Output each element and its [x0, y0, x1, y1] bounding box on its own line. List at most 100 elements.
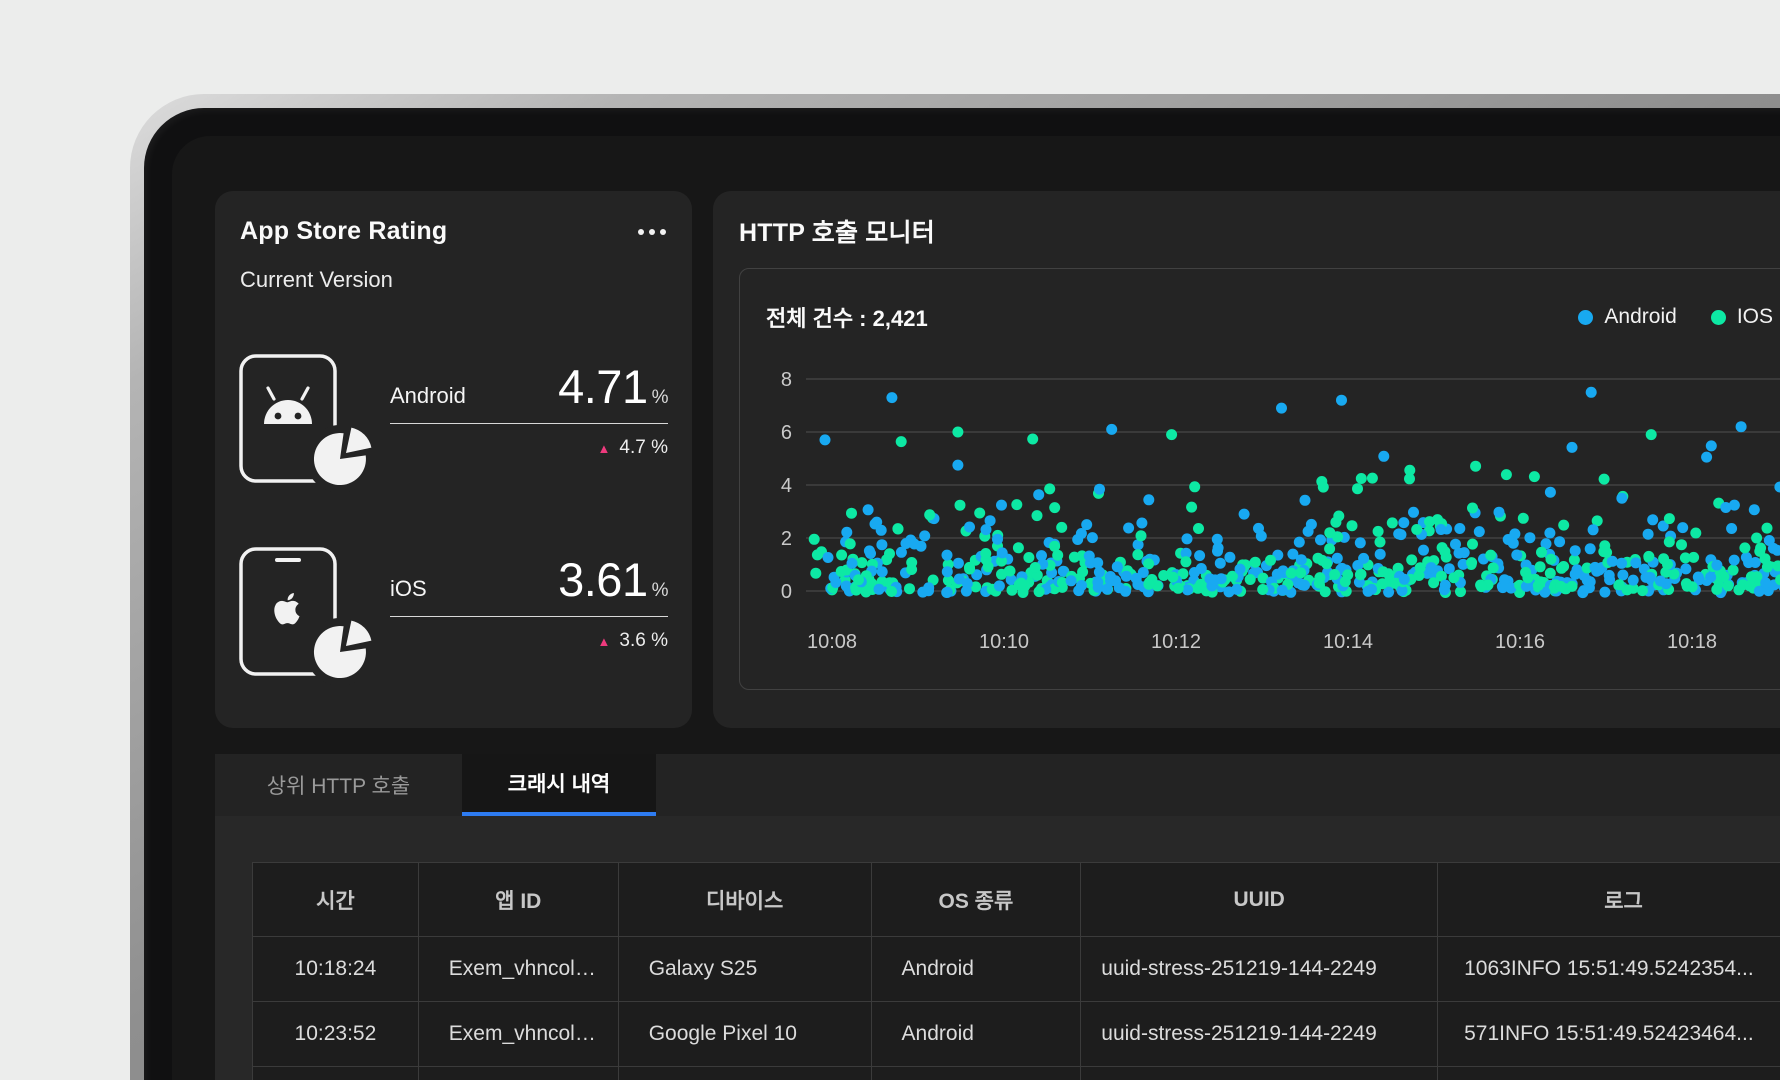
- data-point: [1336, 394, 1347, 406]
- table-row[interactable]: 10:23:52 Exem_vhncol… Google Pixel 10 Andro…: [252, 1001, 1780, 1067]
- data-point: [1711, 584, 1723, 595]
- column-header: 로그: [1437, 862, 1780, 937]
- data-point: [1475, 581, 1487, 593]
- x-axis-tick: 10:18: [1667, 631, 1717, 653]
- legend-item-ios[interactable]: IOS: [1710, 305, 1773, 329]
- data-point: [1467, 502, 1478, 514]
- data-point: [1606, 555, 1618, 567]
- data-point: [846, 557, 858, 569]
- data-point: [984, 515, 996, 527]
- more-options-icon[interactable]: [638, 229, 666, 235]
- data-point: [1680, 563, 1692, 575]
- data-point: [993, 580, 1005, 592]
- data-point: [1011, 499, 1023, 511]
- rating-row-android: Android 4.71% ▲ 4.7 %: [238, 349, 669, 509]
- data-point: [1536, 546, 1547, 558]
- cell: 10:18:24: [252, 936, 419, 1002]
- data-point: [1354, 537, 1366, 549]
- data-point: [1558, 561, 1570, 572]
- data-point: [1143, 494, 1155, 506]
- data-point: [1569, 545, 1581, 557]
- cell: [252, 1066, 419, 1080]
- data-point: [1271, 568, 1283, 580]
- data-point: [1761, 522, 1773, 534]
- data-point: [1057, 565, 1069, 577]
- data-point: [1726, 523, 1738, 534]
- data-point: [1647, 514, 1659, 526]
- data-point: [904, 583, 915, 595]
- data-point: [1299, 579, 1310, 591]
- data-point: [1617, 569, 1629, 581]
- cell: Android: [870, 936, 1082, 1002]
- divider: [390, 423, 668, 424]
- data-point: [1425, 562, 1437, 574]
- data-point: [964, 521, 975, 533]
- data-point: [1120, 570, 1132, 582]
- rating-delta: ▲ 4.7 %: [597, 437, 668, 458]
- data-point: [1692, 571, 1704, 583]
- data-point: [1068, 551, 1080, 563]
- data-point: [1728, 499, 1740, 511]
- data-point: [1315, 534, 1326, 546]
- data-point: [1540, 538, 1552, 550]
- x-axis-tick: 10:10: [979, 631, 1029, 653]
- platform-name: Android: [390, 383, 466, 408]
- total-count-label: 전체 건수 : 2,421: [766, 306, 928, 331]
- data-point: [1705, 440, 1717, 452]
- data-point: [980, 548, 992, 559]
- data-point: [892, 523, 904, 535]
- table-header-row: 시간 앱 ID 디바이스 OS 종류 UUID 로그: [252, 862, 1780, 937]
- data-point: [1132, 549, 1144, 561]
- y-axis-tick: 8: [781, 369, 792, 391]
- data-point: [1027, 433, 1039, 445]
- data-point: [1257, 572, 1269, 584]
- tab-crash-history[interactable]: 크래시 내역: [462, 754, 656, 816]
- data-point: [1424, 516, 1435, 528]
- data-point: [1637, 585, 1648, 597]
- data-point: [1411, 524, 1423, 535]
- data-point: [810, 567, 822, 579]
- data-point: [1377, 566, 1389, 578]
- data-point: [1234, 563, 1246, 575]
- data-point: [996, 555, 1007, 567]
- data-point: [1616, 557, 1628, 569]
- data-point: [1505, 582, 1517, 594]
- data-point: [1454, 523, 1466, 534]
- data-point: [952, 426, 964, 438]
- data-point: [841, 526, 853, 538]
- data-point: [1056, 521, 1068, 533]
- data-point: [1193, 523, 1204, 534]
- data-point: [1581, 562, 1593, 574]
- data-point: [1722, 580, 1734, 592]
- table-row[interactable]: 10:18:24 Exem_vhncol… Galaxy S25 Android uui…: [252, 936, 1780, 1002]
- tab-top-http-calls[interactable]: 상위 HTTP 호출: [266, 775, 411, 798]
- data-point: [970, 581, 982, 593]
- cell: uuid-stress-251219-144-2249: [1080, 1001, 1439, 1067]
- data-point: [1753, 585, 1765, 597]
- data-point: [923, 582, 935, 594]
- data-point: [1333, 510, 1345, 522]
- data-point: [1299, 494, 1311, 506]
- data-point: [1033, 489, 1045, 501]
- data-point: [1398, 573, 1410, 585]
- rating-delta: ▲ 3.6 %: [597, 630, 668, 651]
- data-point: [1285, 567, 1297, 579]
- data-point: [1677, 522, 1689, 534]
- data-point: [1313, 577, 1325, 589]
- data-point: [1599, 586, 1611, 598]
- data-point: [964, 563, 976, 575]
- data-point: [1135, 530, 1147, 542]
- data-point: [1584, 543, 1596, 555]
- data-point: [1428, 577, 1440, 589]
- data-point: [1231, 583, 1243, 595]
- data-point: [952, 459, 964, 471]
- table-row[interactable]: [252, 1066, 1780, 1080]
- data-point: [1558, 519, 1570, 531]
- data-point: [1487, 562, 1499, 574]
- data-point: [1532, 580, 1544, 591]
- data-point: [1031, 510, 1043, 522]
- data-point: [1137, 567, 1149, 578]
- legend-item-android[interactable]: Android: [1578, 305, 1677, 329]
- data-point: [1711, 559, 1723, 571]
- scatter-points: [808, 386, 1780, 599]
